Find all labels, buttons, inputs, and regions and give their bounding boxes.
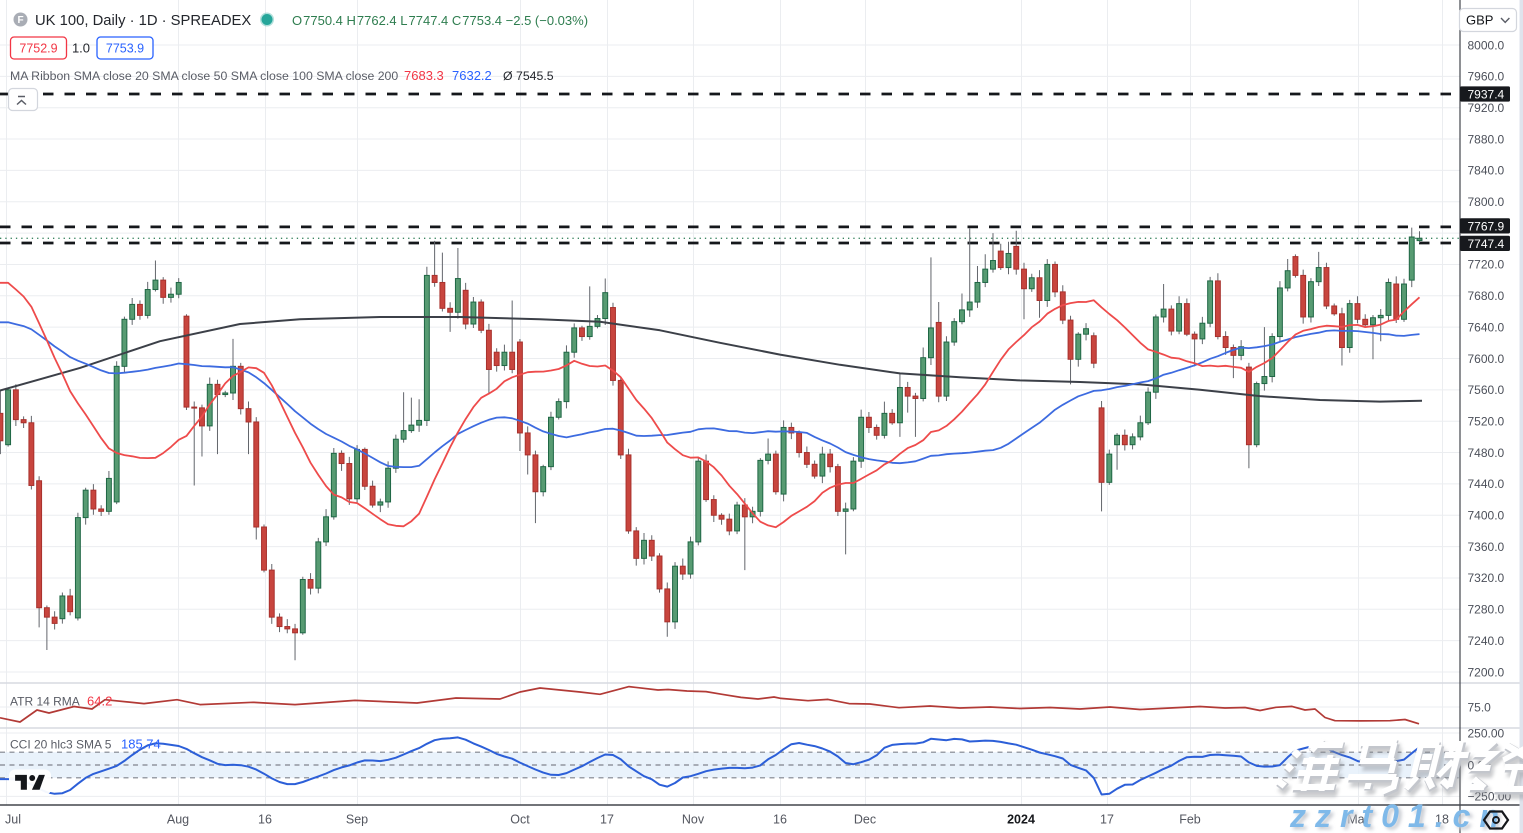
svg-text:7400.0: 7400.0 [1468, 509, 1505, 523]
svg-text:7560.0: 7560.0 [1468, 383, 1505, 397]
svg-text:7600.0: 7600.0 [1468, 352, 1505, 366]
svg-text:7937.4: 7937.4 [1468, 87, 1505, 101]
svg-text:7720.0: 7720.0 [1468, 258, 1505, 272]
svg-text:16: 16 [773, 813, 787, 827]
svg-text:7440.0: 7440.0 [1468, 477, 1505, 491]
svg-text:8000.0: 8000.0 [1468, 38, 1505, 52]
svg-text:7320.0: 7320.0 [1468, 571, 1505, 585]
svg-text:64.2: 64.2 [87, 694, 112, 709]
svg-text:Dec: Dec [854, 813, 876, 827]
svg-text:MA Ribbon SMA close 20 SMA clo: MA Ribbon SMA close 20 SMA close 50 SMA … [10, 69, 398, 83]
svg-text:7767.9: 7767.9 [1468, 219, 1505, 233]
svg-text:Ø 7545.5: Ø 7545.5 [503, 69, 554, 83]
svg-text:7753.9: 7753.9 [106, 41, 144, 55]
svg-text:O7750.4 H7762.4 L7747.4 C77: O7750.4 H7762.4 L7747.4 C7753.4 −2.5 (−0… [292, 13, 588, 28]
svg-text:16: 16 [258, 813, 272, 827]
svg-text:zzrt01.cn: zzrt01.cn [1292, 801, 1511, 833]
svg-text:7747.4: 7747.4 [1468, 237, 1505, 251]
svg-text:250.00: 250.00 [1468, 726, 1505, 740]
svg-text:17: 17 [600, 813, 614, 827]
svg-text:GBP: GBP [1466, 13, 1493, 28]
svg-text:7480.0: 7480.0 [1468, 446, 1505, 460]
svg-text:Mar: Mar [1347, 813, 1369, 827]
svg-text:7840.0: 7840.0 [1468, 164, 1505, 178]
svg-text:7880.0: 7880.0 [1468, 132, 1505, 146]
svg-text:75.0: 75.0 [1468, 700, 1492, 714]
svg-text:185.74: 185.74 [121, 737, 161, 752]
svg-text:7640.0: 7640.0 [1468, 320, 1505, 334]
svg-text:17: 17 [1100, 813, 1114, 827]
svg-text:Nov: Nov [682, 813, 705, 827]
svg-text:7520.0: 7520.0 [1468, 415, 1505, 429]
svg-text:7280.0: 7280.0 [1468, 603, 1505, 617]
svg-text:Oct: Oct [510, 813, 530, 827]
svg-text:Aug: Aug [167, 813, 189, 827]
svg-text:7920.0: 7920.0 [1468, 101, 1505, 115]
svg-text:ATR 14 RMA: ATR 14 RMA [10, 695, 80, 709]
svg-text:CCI 20 hlc3 SMA 5: CCI 20 hlc3 SMA 5 [10, 738, 112, 752]
svg-text:7200.0: 7200.0 [1468, 665, 1505, 679]
svg-text:Jul: Jul [5, 813, 21, 827]
svg-text:1.0: 1.0 [72, 41, 90, 56]
svg-text:UK 100, Daily · 1D · SPREADEX: UK 100, Daily · 1D · SPREADEX [35, 13, 251, 29]
svg-text:18: 18 [1435, 813, 1449, 827]
svg-text:7680.0: 7680.0 [1468, 289, 1505, 303]
svg-text:7683.3: 7683.3 [404, 68, 444, 83]
svg-text:7752.9: 7752.9 [19, 41, 57, 55]
svg-text:7240.0: 7240.0 [1468, 634, 1505, 648]
svg-text:Feb: Feb [1179, 813, 1201, 827]
svg-text:7360.0: 7360.0 [1468, 540, 1505, 554]
svg-text:7632.2: 7632.2 [452, 68, 492, 83]
svg-text:F: F [17, 15, 23, 26]
svg-text:zzrt01.cn: zzrt01.cn [1289, 798, 1508, 833]
svg-text:7960.0: 7960.0 [1468, 70, 1505, 84]
svg-text:2024: 2024 [1007, 813, 1035, 827]
svg-text:7800.0: 7800.0 [1468, 195, 1505, 209]
svg-text:Sep: Sep [346, 813, 368, 827]
